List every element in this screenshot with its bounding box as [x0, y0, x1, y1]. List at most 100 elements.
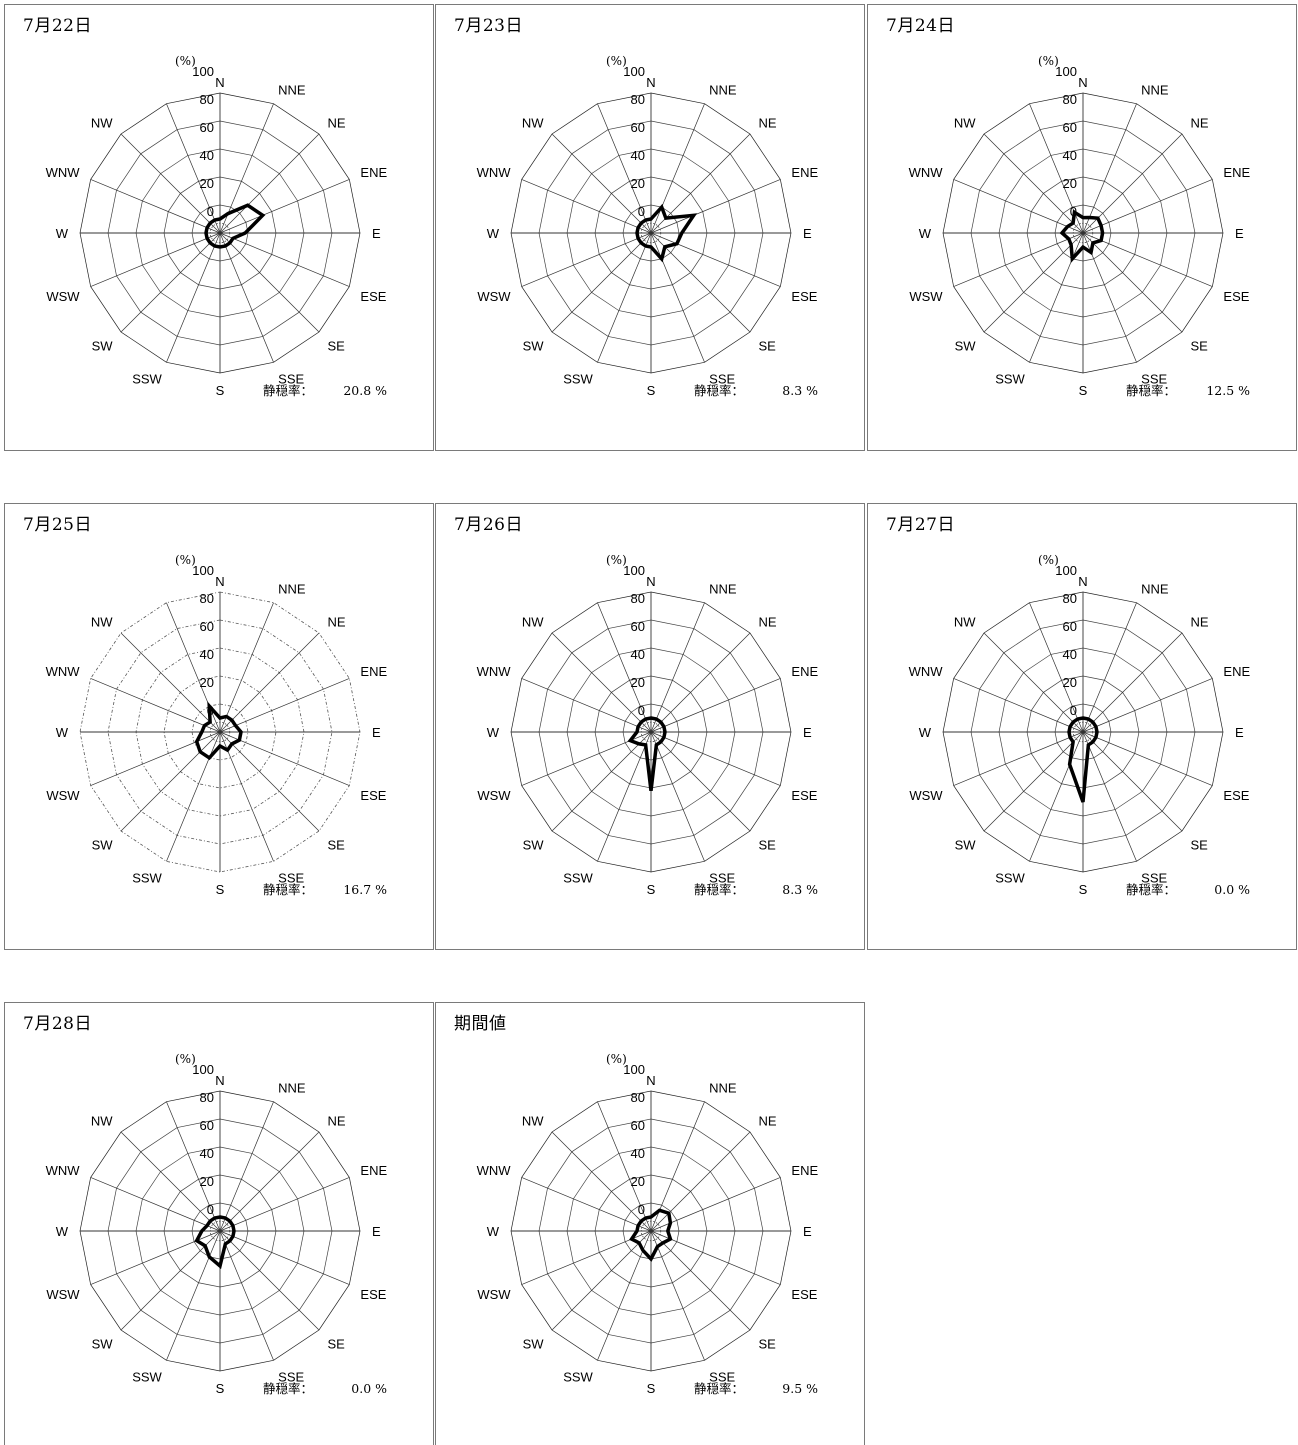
direction-label: SSE — [1141, 371, 1167, 386]
radial-tick-label: 100 — [1055, 64, 1077, 79]
radial-tick-label: 40 — [631, 647, 645, 662]
grid-spoke — [953, 731, 1084, 786]
unit-label: (%) — [606, 1052, 627, 1066]
calm-rate-label: 静穏率： — [263, 882, 314, 897]
grid-spoke — [597, 602, 652, 733]
direction-label: N — [215, 574, 224, 589]
direction-label: W — [56, 226, 69, 241]
grid-spoke — [1082, 731, 1183, 832]
direction-label: ENE — [360, 1163, 387, 1178]
wind-rose-chart: 020406080100(%)NNNENEENEEESESESSESSSWSWW… — [46, 1052, 388, 1396]
direction-label: NNE — [1141, 83, 1169, 98]
grid-spoke — [650, 179, 781, 234]
direction-label: E — [803, 1224, 812, 1239]
direction-label: SW — [955, 338, 977, 353]
direction-label: E — [372, 725, 381, 740]
grid-ring — [191, 703, 249, 761]
grid-spoke — [1082, 103, 1137, 234]
radial-tick-label: 60 — [200, 120, 214, 135]
direction-label: NW — [91, 1114, 113, 1129]
direction-label: SW — [523, 837, 545, 852]
radial-tick-label: 40 — [200, 647, 214, 662]
direction-label: NW — [91, 615, 113, 630]
grid-spoke — [1082, 632, 1183, 733]
wind-rose-chart: 020406080100(%)NNNENEENEEESESESSESSSWSWW… — [477, 1052, 819, 1396]
grid-spoke — [219, 731, 320, 832]
direction-label: WNW — [46, 165, 81, 180]
radial-tick-label: 0 — [638, 1202, 645, 1217]
grid-spoke — [953, 179, 1084, 234]
grid-spoke — [166, 232, 221, 363]
grid-spoke — [650, 232, 705, 363]
unit-label: (%) — [175, 54, 196, 68]
direction-label: ESE — [360, 289, 386, 304]
direction-label: NNE — [709, 83, 737, 98]
unit-label: (%) — [1038, 54, 1059, 68]
wind-rose-chart: 020406080100(%)NNNENEENEEESESESSESSSWSWW… — [909, 553, 1251, 897]
grid-spoke — [1082, 232, 1213, 287]
grid-spoke — [90, 1230, 221, 1285]
direction-label: N — [1078, 574, 1087, 589]
direction-label: SSW — [132, 870, 162, 885]
direction-label: NNE — [709, 1081, 737, 1096]
direction-label: SW — [955, 837, 977, 852]
direction-label: NE — [327, 1114, 345, 1129]
grid-spoke — [120, 133, 221, 234]
direction-label: SSW — [132, 1369, 162, 1384]
direction-label: NNE — [1141, 582, 1169, 597]
calm-rate: 静穏率： 0.0 % — [263, 1378, 387, 1397]
direction-label: ENE — [360, 165, 387, 180]
calm-rate: 静穏率： 8.3 % — [694, 380, 818, 399]
calm-rate-value: 12.5 % — [1206, 383, 1251, 398]
direction-label: SW — [523, 1336, 545, 1351]
wind-rose-chart: 020406080100(%)NNNENEENEEESESESSESSSWSWW… — [909, 54, 1251, 398]
direction-label: WSW — [46, 289, 80, 304]
wind-frequency-series — [194, 701, 243, 761]
direction-label: ENE — [1223, 664, 1250, 679]
grid-spoke — [551, 1230, 652, 1331]
grid-spoke — [219, 1230, 274, 1361]
grid-spoke — [1082, 731, 1213, 786]
grid-spoke — [521, 179, 652, 234]
grid-spoke — [650, 1230, 705, 1361]
chart-title: 期間値 — [454, 1014, 507, 1034]
direction-label: WSW — [909, 289, 943, 304]
radial-tick-label: 0 — [638, 703, 645, 718]
calm-rate: 静穏率： 8.3 % — [694, 879, 818, 898]
grid-spoke — [521, 678, 652, 733]
direction-label: NNE — [709, 582, 737, 597]
direction-label: N — [646, 1073, 655, 1088]
direction-label: NNE — [278, 1081, 306, 1096]
radial-tick-label: 20 — [1063, 675, 1077, 690]
wind-frequency-series — [627, 716, 667, 792]
radial-tick-label: 80 — [200, 92, 214, 107]
grid-spoke — [597, 103, 652, 234]
chart-title: 7月25日 — [23, 515, 92, 535]
grid-spoke — [120, 1131, 221, 1232]
radial-tick-label: 40 — [200, 148, 214, 163]
calm-rate-label: 静穏率： — [1126, 383, 1177, 398]
grid-spoke — [551, 731, 652, 832]
calm-rate: 静穏率： 12.5 % — [1126, 380, 1250, 399]
grid-spoke — [90, 179, 221, 234]
grid-spoke — [166, 1230, 221, 1361]
radial-tick-label: 20 — [631, 176, 645, 191]
grid-spoke — [521, 1177, 652, 1232]
radial-tick-label: 60 — [1063, 120, 1077, 135]
unit-label: (%) — [606, 54, 627, 68]
direction-label: NW — [522, 116, 544, 131]
grid-spoke — [983, 232, 1084, 333]
direction-label: NNE — [278, 582, 306, 597]
direction-label: W — [56, 725, 69, 740]
grid-spoke — [120, 232, 221, 333]
radial-tick-label: 60 — [200, 619, 214, 634]
direction-label: SE — [758, 1336, 776, 1351]
direction-label: SSE — [278, 870, 304, 885]
calm-rate: 静穏率： 20.8 % — [263, 380, 387, 399]
grid-spoke — [1082, 133, 1183, 234]
calm-rate-value: 0.0 % — [1214, 882, 1251, 897]
radial-tick-label: 20 — [200, 176, 214, 191]
radial-tick-label: 0 — [638, 204, 645, 219]
wind-rose-panel: 7月23日 0 20 40 60 80 100 (%) N NNE NE ENE E ESE SE SSE S S… — [435, 4, 865, 451]
direction-label: W — [919, 226, 932, 241]
